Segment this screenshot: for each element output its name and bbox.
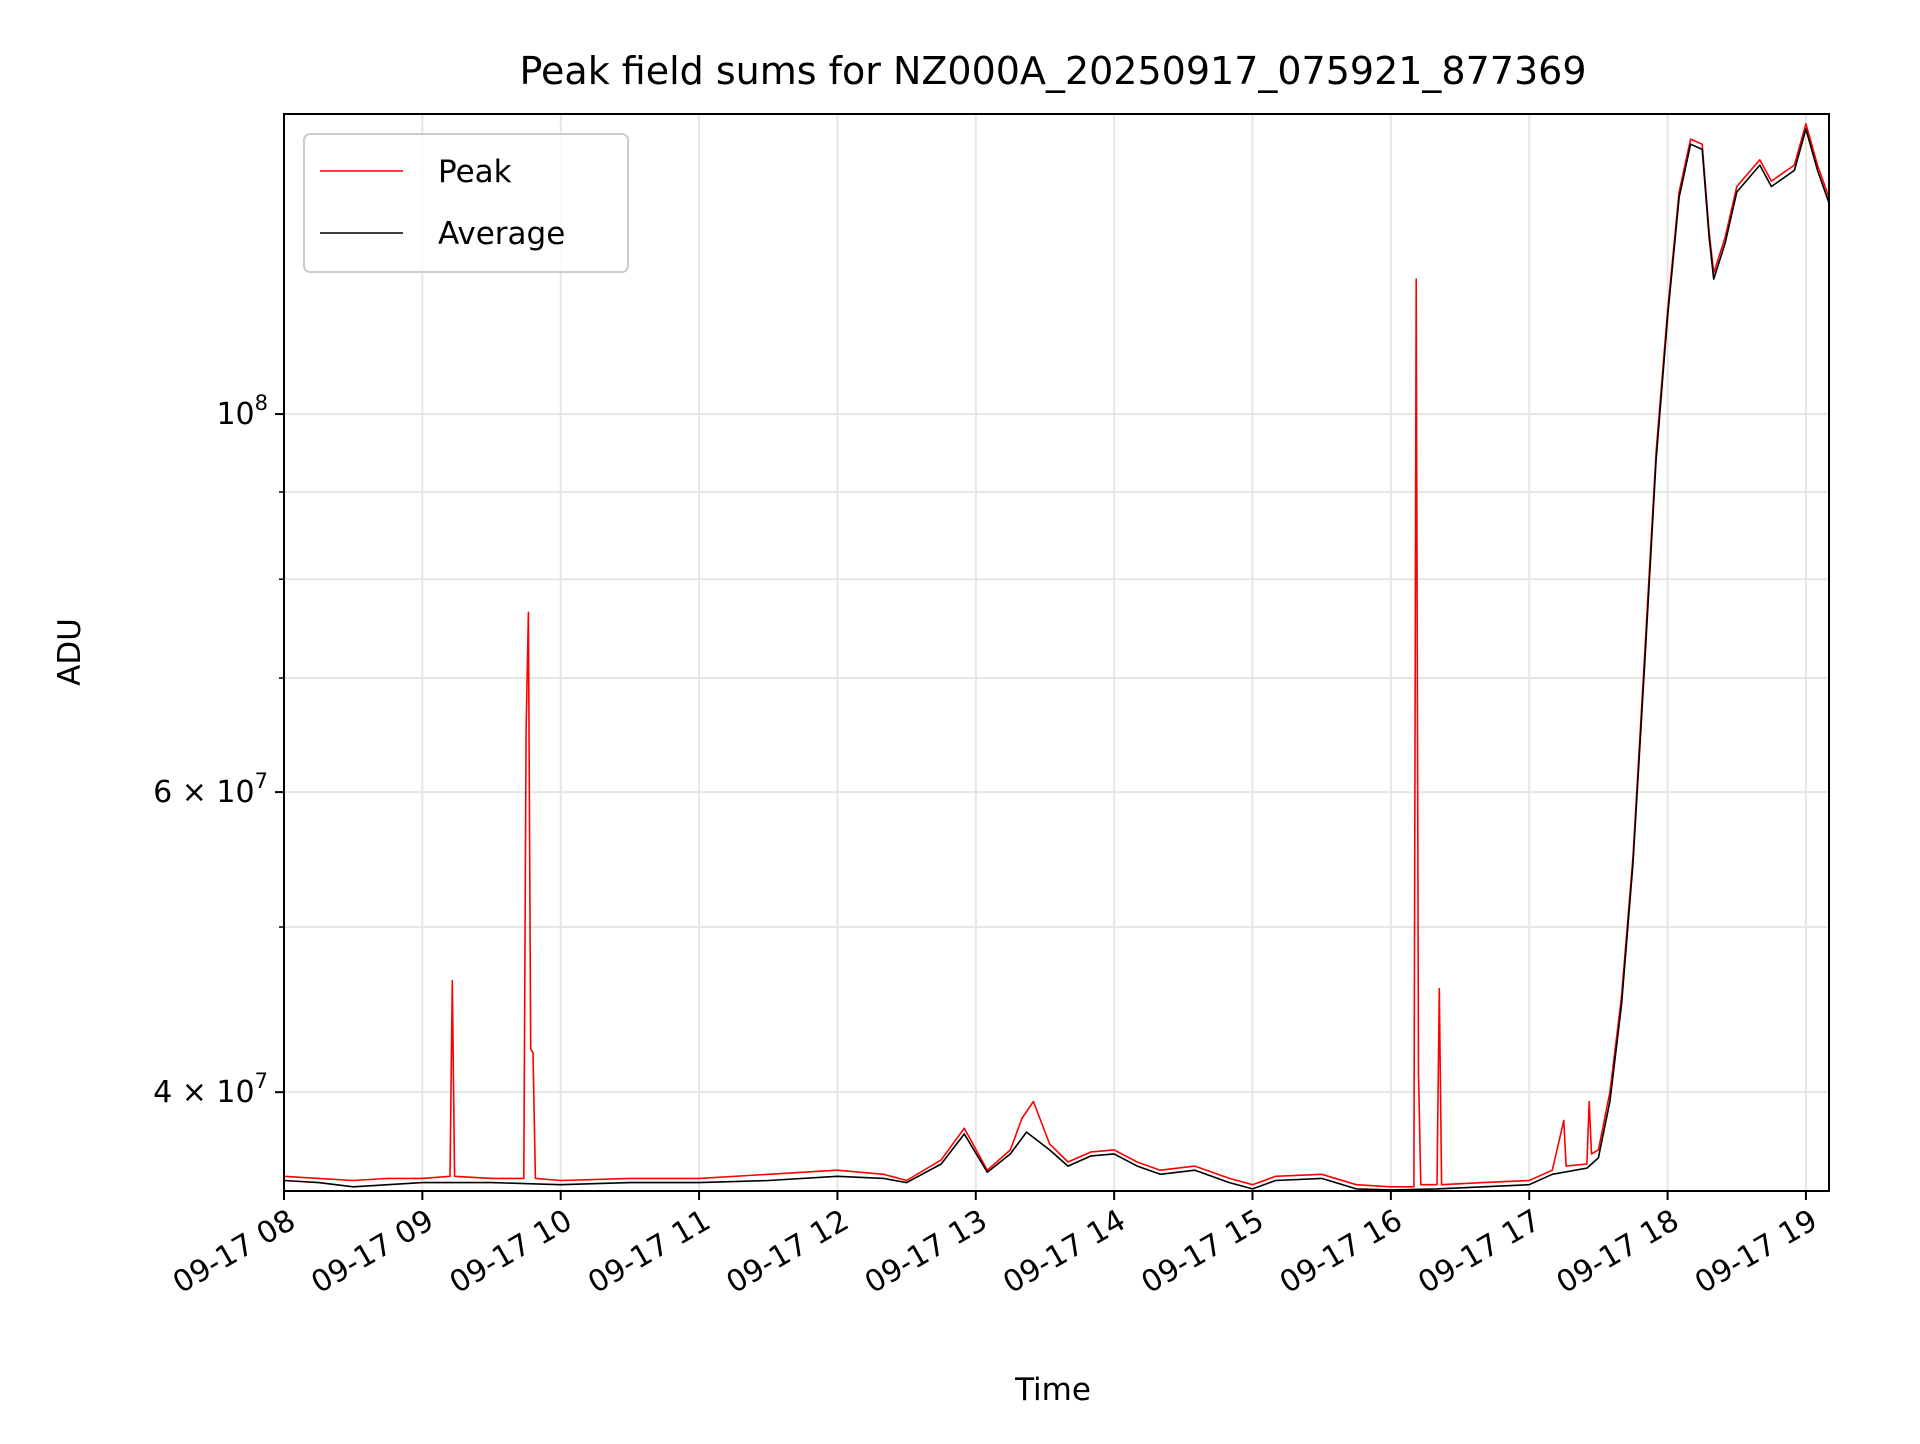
legend-peak-label: Peak (438, 154, 512, 190)
y-tick-label: 108 (216, 391, 268, 432)
y-axis: 4 × 107 6 × 107 108 (153, 391, 284, 1110)
chart-title: Peak field sums for NZ000A_20250917_0759… (519, 49, 1586, 93)
legend-box (303, 133, 629, 273)
plot-frame (283, 113, 1830, 1192)
grid-layer (283, 114, 1829, 1191)
series-layer (283, 123, 1830, 1191)
y-tick-label: 6 × 107 (153, 769, 268, 810)
y-tick-label: 4 × 107 (153, 1069, 268, 1110)
series-line-average (283, 128, 1830, 1191)
y-axis-label: ADU (52, 618, 88, 686)
x-axis-label: Time (1014, 1372, 1091, 1408)
legend-average-label: Average (438, 216, 565, 252)
legend: Peak Average (303, 133, 629, 273)
